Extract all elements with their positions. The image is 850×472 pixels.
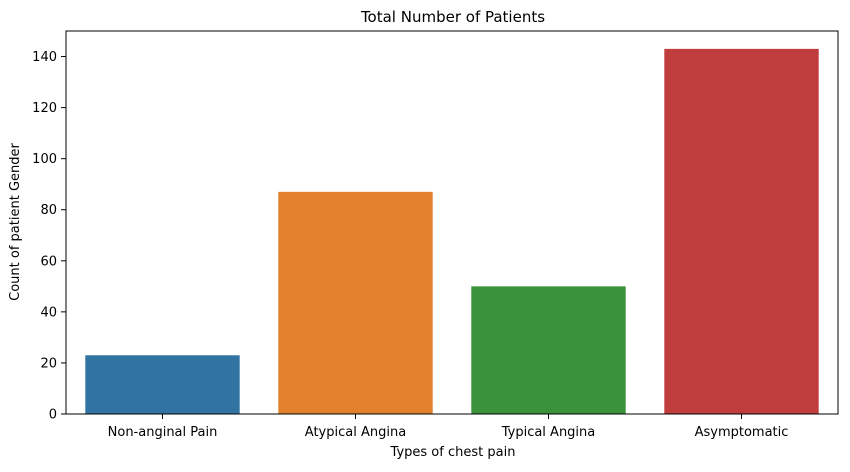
y-tick-label: 140 [32,50,57,65]
bars-layer [85,48,819,415]
y-axis-label: Count of patient Gender [8,142,23,300]
x-axis: Non-anginal Pain Atypical Angina Typical A… [108,414,789,440]
x-tick-label: Non-anginal Pain [108,425,218,440]
x-axis-label: Types of chest pain [390,445,516,460]
y-tick-label: 100 [32,152,57,167]
x-tick-label: Atypical Angina [305,425,406,440]
chart-title: Total Number of Patients [360,8,545,26]
plot-frame [65,30,839,415]
y-tick-label: 0 [49,408,57,423]
y-tick-label: 120 [32,101,57,116]
bar-non-anginal-pain [85,355,240,414]
bar-typical-angina [471,286,626,414]
bar-asymptomatic [664,48,819,415]
y-tick-label: 20 [40,356,57,371]
y-tick-label: 80 [40,203,57,218]
x-tick-label: Asymptomatic [695,425,789,440]
bar-atypical-angina [278,191,433,414]
x-tick-label: Typical Angina [501,425,596,440]
y-tick-label: 40 [40,305,57,320]
y-axis: 0 20 40 60 80 100 120 140 [32,50,66,423]
y-tick-label: 60 [40,254,57,269]
